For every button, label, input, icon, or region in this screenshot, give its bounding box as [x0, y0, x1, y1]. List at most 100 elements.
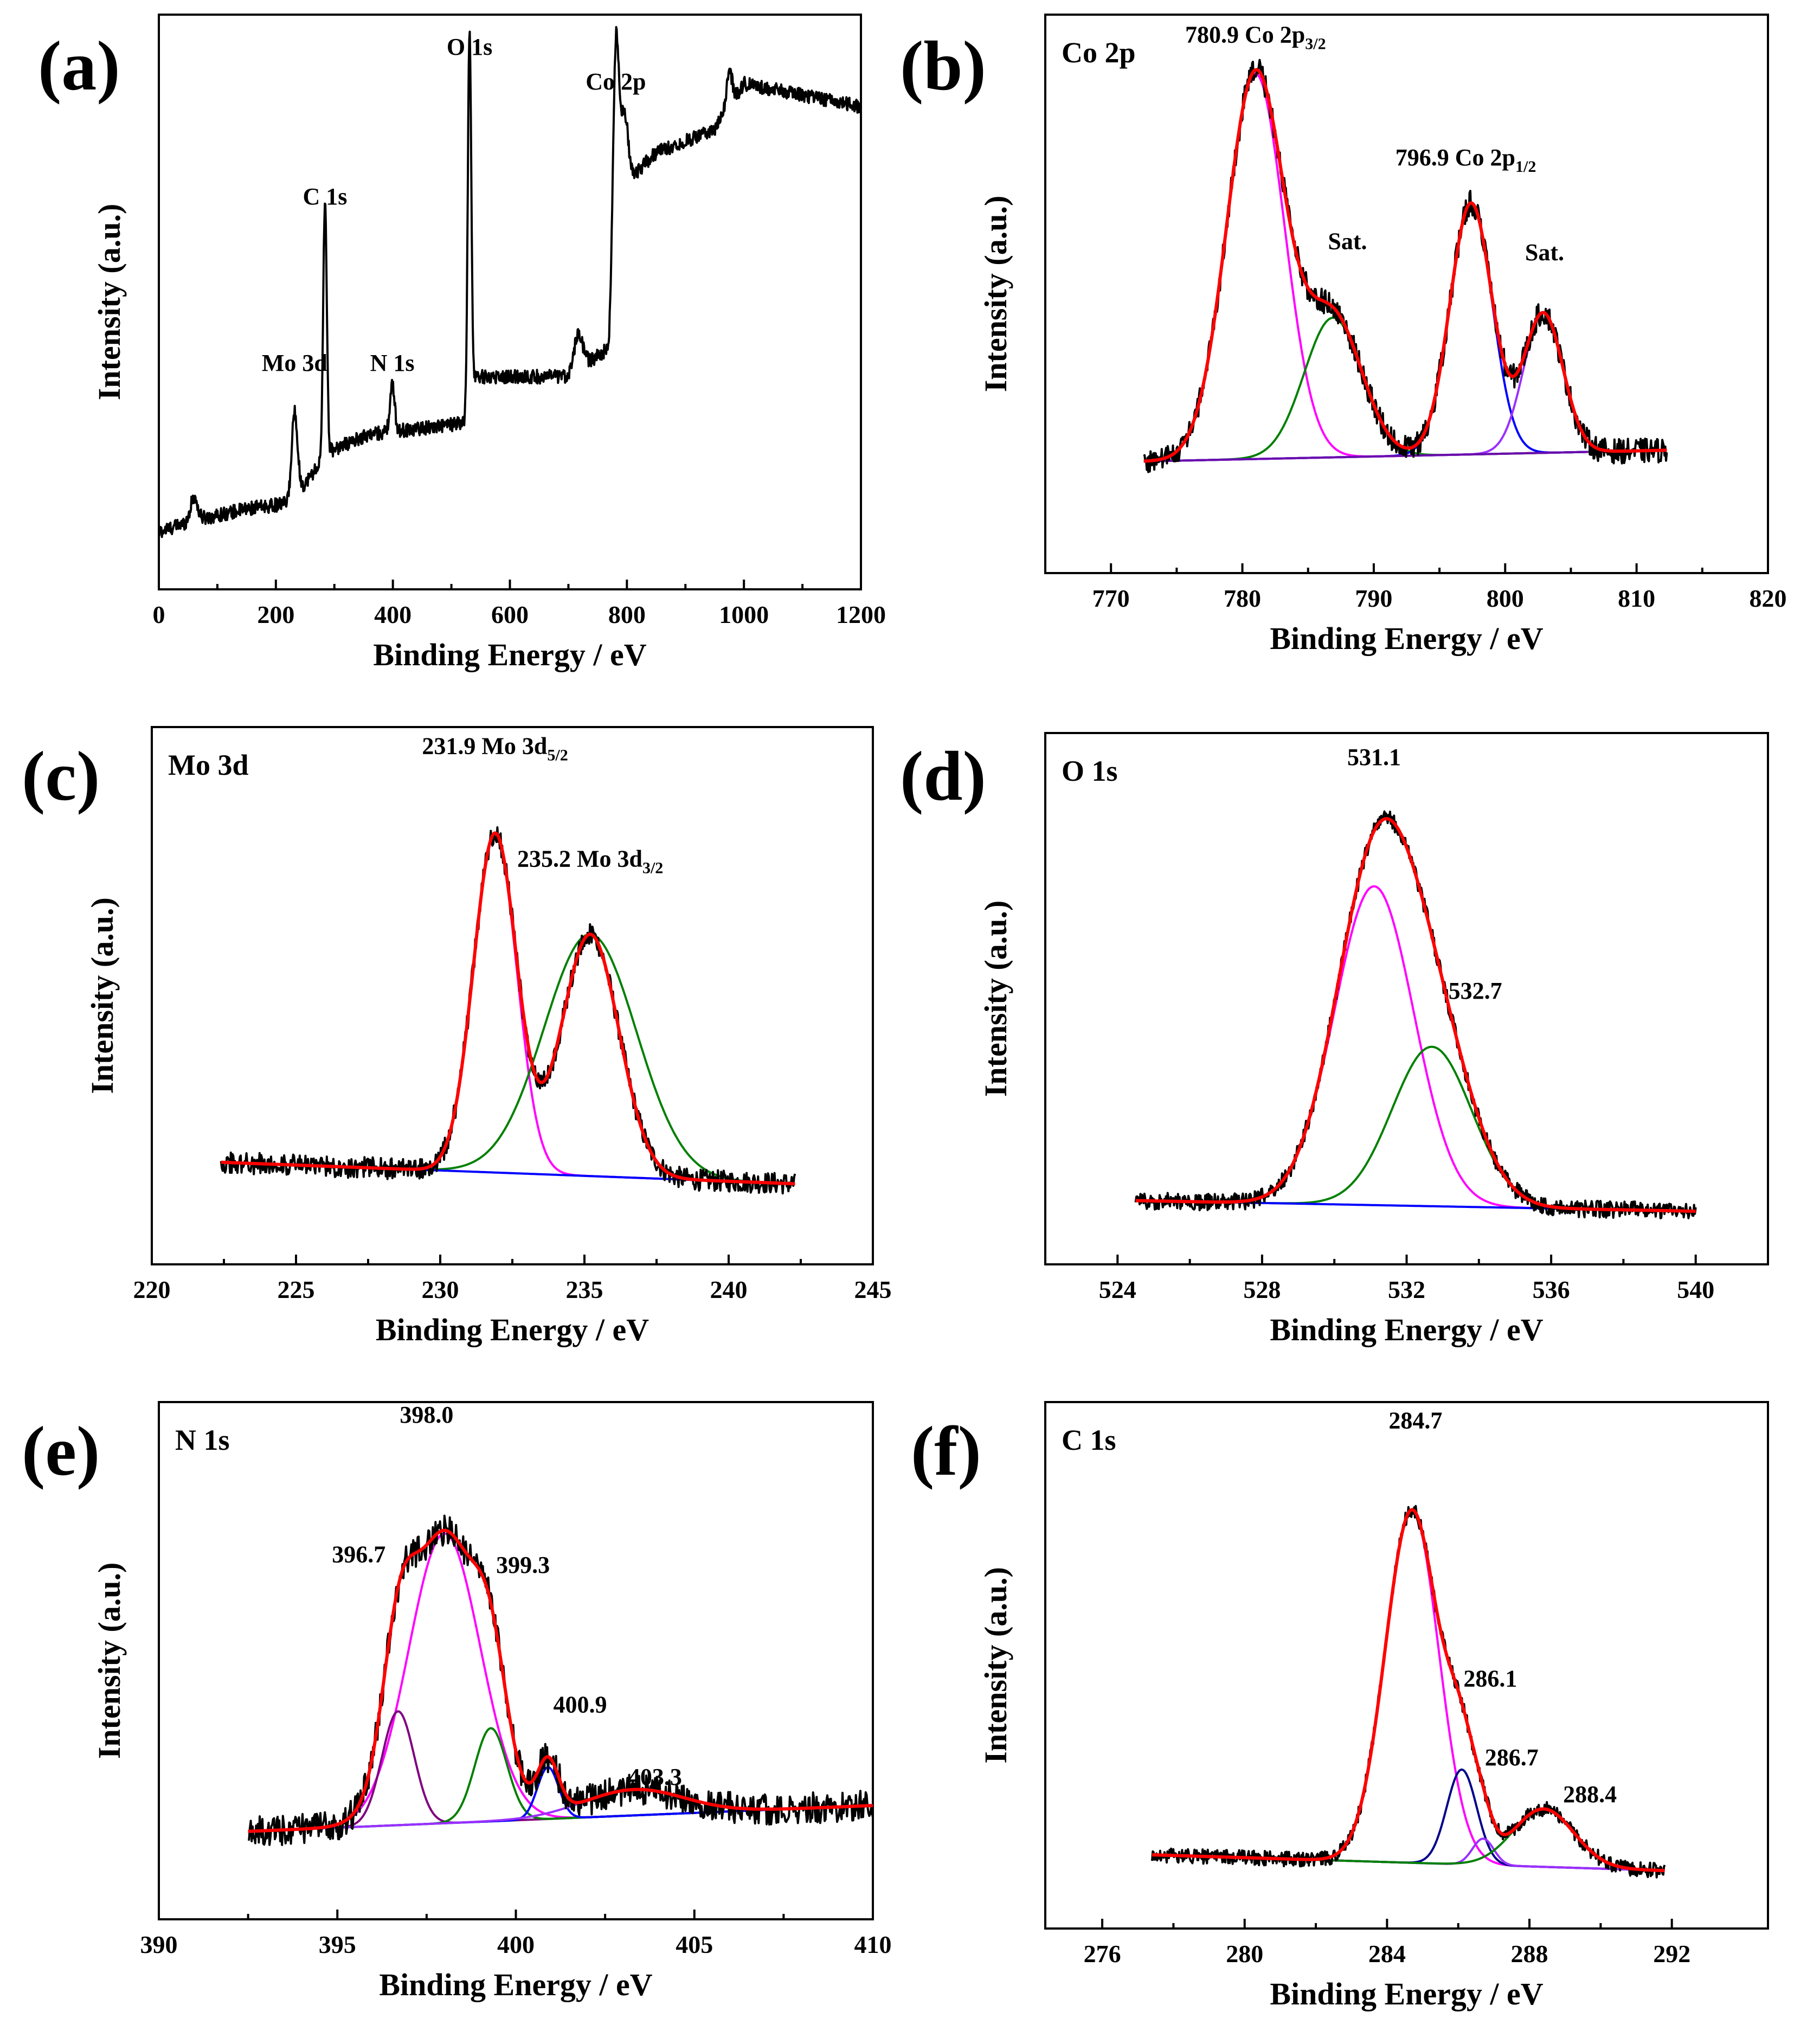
peak-label-text: 284.7 [1388, 1407, 1442, 1434]
panel-letter: (f) [911, 1412, 981, 1490]
panel-letter: (a) [38, 27, 120, 105]
series-envelope [1143, 68, 1668, 463]
x-tick-label: 284 [1368, 1940, 1406, 1968]
peak-label: 796.9 Co 2p1/2 [1396, 144, 1536, 176]
x-axis-title: Binding Energy / eV [1270, 1976, 1543, 2011]
series-survey [158, 26, 862, 538]
x-tick-label: 405 [676, 1931, 713, 1958]
peak-label-text: 396.7 [332, 1541, 385, 1568]
x-tick-label: 280 [1226, 1940, 1263, 1968]
region-title: N 1s [175, 1424, 230, 1456]
peak-label-text: 400.9 [554, 1691, 607, 1718]
peak-label-subscript: 1/2 [1515, 158, 1536, 176]
panel-letter: (e) [22, 1412, 100, 1490]
peak-label: Sat. [1525, 239, 1564, 266]
peak-label: 396.7 [332, 1541, 385, 1568]
region-title: Co 2p [1062, 36, 1136, 69]
peak-label: 400.9 [554, 1691, 607, 1718]
x-tick-label: 820 [1750, 584, 1787, 612]
y-axis-title: Intensity (a.u.) [978, 196, 1013, 393]
peak-label-text: 532.7 [1449, 978, 1502, 1004]
x-tick-label: 532 [1388, 1276, 1425, 1303]
peak-label-subscript: 3/2 [1305, 35, 1326, 53]
x-tick-label: 770 [1092, 584, 1130, 612]
peak-label: C 1s [303, 183, 348, 210]
x-tick-label: 292 [1653, 1940, 1690, 1968]
peak-label-text: O 1s [447, 34, 492, 60]
series-co-2p1-2 [1143, 202, 1667, 462]
peak-label: 231.9 Mo 3d5/2 [422, 733, 568, 764]
peak-label: 284.7 [1388, 1407, 1442, 1434]
panel-f: 276 280 284 288 292 Binding Energy / eV Intens… [911, 1401, 1769, 2011]
peak-label-subscript: 3/2 [642, 859, 663, 877]
peak-label: 235.2 Mo 3d3/2 [517, 846, 663, 877]
x-tick-label: 240 [710, 1276, 748, 1303]
peak-label-text: 780.9 Co 2p [1185, 22, 1305, 48]
peak-label-text: C 1s [303, 183, 348, 210]
peak-label-text: 531.1 [1347, 744, 1401, 770]
x-axis-title: Binding Energy / eV [373, 637, 646, 672]
peak-label-text: 286.7 [1485, 1744, 1539, 1771]
x-tick-label: 800 [1487, 584, 1524, 612]
peak-label-text: 403.3 [628, 1764, 682, 1790]
x-tick-label: 390 [140, 1931, 178, 1958]
peak-label-text: 398.0 [400, 1402, 453, 1428]
x-tick-label: 800 [608, 601, 646, 628]
peak-label: 288.4 [1563, 1781, 1617, 1808]
peak-label-text: Sat. [1525, 239, 1564, 266]
peak-label: 531.1 [1347, 744, 1401, 770]
x-tick-label: 200 [257, 601, 294, 628]
panel-letter: (d) [900, 737, 986, 815]
series-envelope [220, 831, 796, 1186]
peak-label-text: Mo 3d [262, 350, 327, 376]
region-title: Mo 3d [168, 749, 249, 781]
peak-label: 398.0 [400, 1402, 453, 1428]
series-raw [1151, 1505, 1666, 1879]
x-tick-label: 395 [319, 1931, 356, 1958]
x-tick-label: 0 [153, 601, 165, 628]
peak-label: N 1s [370, 350, 415, 376]
panel-letter: (b) [900, 27, 986, 105]
peak-label-text: 288.4 [1563, 1781, 1617, 1808]
x-axis-title: Binding Energy / eV [379, 1967, 652, 2002]
x-axis-title: Binding Energy / eV [376, 1312, 649, 1347]
peak-label-text: 231.9 Mo 3d [422, 733, 547, 760]
series-c-1s-284-7 [1152, 1509, 1665, 1872]
peak-label: Sat. [1328, 228, 1367, 255]
x-tick-label: 790 [1355, 584, 1392, 612]
panel-c: 220 225 230 235 240 245 Binding Energy / eV Int… [22, 726, 892, 1347]
y-axis-title: Intensity (a.u.) [978, 901, 1013, 1097]
x-tick-label: 276 [1084, 1940, 1121, 1968]
peak-label-text: N 1s [370, 350, 415, 376]
peak-label-text: 235.2 Mo 3d [517, 846, 642, 872]
panel-letter: (c) [22, 737, 100, 815]
y-axis-title: Intensity (a.u.) [978, 1567, 1013, 1764]
panel-b: 770 780 790 800 810 820 Binding Energy / eV Int… [900, 14, 1787, 656]
x-tick-label: 230 [422, 1276, 459, 1303]
plot-frame [1044, 14, 1769, 574]
x-tick-label: 245 [854, 1276, 892, 1303]
x-tick-label: 540 [1677, 1276, 1714, 1303]
region-title: C 1s [1062, 1424, 1116, 1456]
peak-label: Mo 3d [262, 350, 327, 376]
x-tick-label: 220 [133, 1276, 171, 1303]
series-o-1s-532-7 [1135, 1045, 1696, 1212]
x-tick-label: 1000 [719, 601, 769, 628]
x-tick-label: 524 [1099, 1276, 1136, 1303]
peak-label-text: 796.9 Co 2p [1396, 144, 1515, 171]
series-envelope [1135, 817, 1697, 1213]
x-tick-label: 1200 [836, 601, 886, 628]
peak-label: 780.9 Co 2p3/2 [1185, 22, 1326, 53]
region-title: O 1s [1062, 755, 1118, 787]
peak-label: 286.7 [1485, 1744, 1539, 1771]
x-tick-label: 235 [566, 1276, 603, 1303]
x-tick-label: 400 [497, 1931, 535, 1958]
peak-label-subscript: 5/2 [547, 747, 568, 764]
x-tick-label: 600 [491, 601, 529, 628]
plot-frame [1044, 732, 1769, 1265]
series-mo-3d3-2 [221, 933, 795, 1185]
x-tick-label: 810 [1618, 584, 1655, 612]
peak-label: 532.7 [1449, 978, 1502, 1004]
x-tick-label: 528 [1243, 1276, 1281, 1303]
